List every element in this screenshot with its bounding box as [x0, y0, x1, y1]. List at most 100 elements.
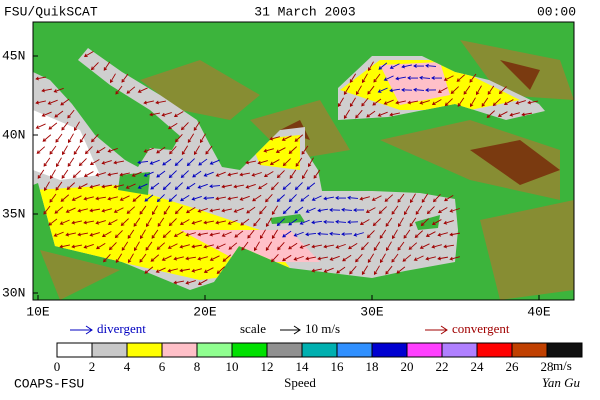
wind-arrow [385, 265, 393, 275]
wind-arrow [389, 63, 400, 69]
wind-arrow [323, 244, 334, 249]
lat-labels: 45N 40N 35N 30N [2, 48, 38, 300]
wind-arrow [343, 85, 351, 95]
wind-arrow [227, 196, 238, 201]
wind-arrow [385, 217, 393, 227]
wind-arrow [341, 232, 353, 237]
wind-arrow [113, 160, 124, 165]
wind-arrow [275, 147, 286, 153]
wind-arrow [132, 194, 142, 202]
wind-arrow [95, 172, 106, 177]
wind-arrow [221, 231, 232, 237]
wind-arrow [401, 64, 412, 69]
wind-arrow [167, 122, 178, 130]
wind-arrow [72, 170, 81, 179]
wind-arrow [431, 244, 442, 249]
lon-label: 30E [360, 304, 384, 319]
wind-arrow [197, 279, 208, 285]
colorbar-tick: 8 [194, 359, 201, 374]
wind-arrow [119, 172, 130, 177]
wind-arrow [265, 217, 272, 228]
wind-arrow [203, 171, 214, 177]
wind-arrow [397, 241, 405, 251]
wind-arrow [383, 75, 394, 81]
wind-arrow [444, 98, 453, 107]
wind-arrow [395, 76, 407, 81]
wind-arrow [203, 196, 215, 201]
wind-arrow [383, 99, 394, 105]
colorbar-box [266, 342, 303, 358]
wind-arrow [47, 99, 58, 105]
wind-arrow [126, 206, 136, 214]
wind-arrow [71, 195, 82, 201]
wind-arrow [151, 229, 159, 239]
wind-arrow [293, 255, 304, 261]
wind-arrow [246, 206, 256, 214]
wind-arrow [360, 242, 369, 251]
wind-arrow [299, 219, 310, 225]
wind-arrow [53, 231, 64, 237]
wind-arrow [163, 205, 171, 215]
wind-arrow [432, 194, 441, 203]
wind-arrow [73, 145, 81, 155]
wind-arrow [95, 196, 107, 201]
wind-arrow [43, 205, 51, 215]
wind-arrow [335, 243, 346, 249]
wind-arrow [101, 184, 113, 189]
colorbar-tick: 22 [436, 359, 449, 374]
wind-arrow [450, 86, 459, 94]
wind-arrow [49, 145, 57, 155]
wind-arrow [161, 112, 172, 117]
wind-arrow [300, 194, 310, 202]
wind-arrow [342, 254, 352, 262]
wind-arrow [396, 266, 406, 274]
wind-arrow [365, 207, 376, 213]
wind-arrow [121, 241, 129, 251]
wind-arrow [419, 75, 431, 80]
lat-label: 45N [2, 48, 25, 63]
wind-arrow [96, 146, 106, 154]
scale-value: 10 m/s [305, 321, 340, 336]
wind-arrow [84, 146, 93, 155]
wind-arrow [259, 229, 266, 240]
wind-arrow [77, 232, 88, 237]
wind-arrow [337, 97, 344, 108]
wind-arrow [282, 158, 291, 167]
wind-arrow [228, 242, 238, 250]
wind-arrow [270, 254, 279, 263]
wind-arrow [431, 76, 443, 80]
wind-arrow [301, 145, 309, 155]
wind-arrow [37, 169, 45, 179]
wind-arrow [313, 169, 321, 179]
wind-arrow [173, 280, 185, 285]
wind-arrow [263, 148, 274, 153]
colorbar-box [91, 342, 128, 358]
wind-arrow [157, 217, 165, 227]
wind-arrow [431, 99, 442, 105]
wind-arrow [83, 51, 94, 57]
wind-arrow [156, 194, 165, 203]
wind-arrow [91, 133, 99, 143]
wind-arrow [133, 217, 141, 227]
wind-arrow [61, 169, 69, 179]
wind-arrow [409, 193, 416, 204]
wind-arrow [145, 241, 153, 251]
wind-arrow [239, 172, 250, 177]
wind-arrow [329, 255, 340, 261]
scale-arrow [280, 325, 301, 335]
wind-arrow [139, 229, 146, 240]
wind-arrow [353, 208, 365, 212]
wind-arrow [137, 183, 148, 189]
wind-arrow [282, 206, 291, 215]
wind-arrow [403, 205, 410, 216]
wind-arrow [162, 230, 171, 239]
wind-arrow [377, 111, 388, 117]
wind-arrow [329, 231, 341, 236]
wind-arrow [437, 256, 449, 261]
wind-arrow [49, 193, 57, 203]
wind-arrow [179, 268, 191, 273]
wind-arrow [239, 195, 250, 201]
lat-label: 40N [2, 127, 25, 142]
wind-arrow [341, 207, 353, 212]
wind-arrow [48, 218, 58, 226]
